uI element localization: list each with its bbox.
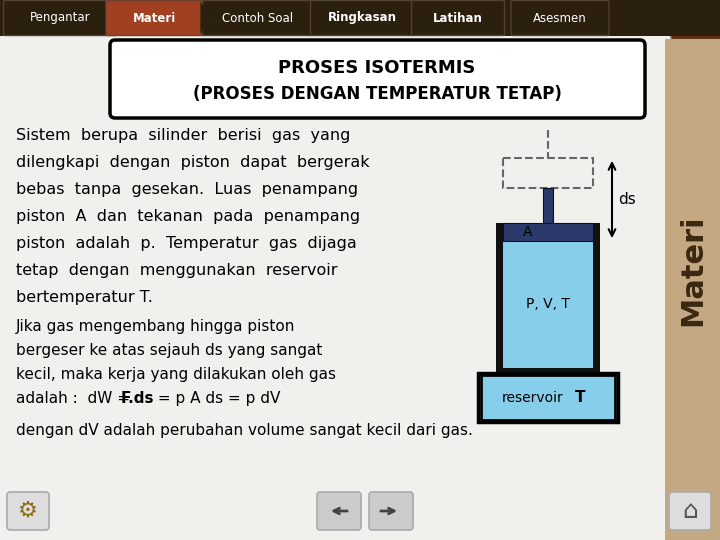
Bar (503, 223, 593, 241)
Text: bertemperatur T.: bertemperatur T. (16, 290, 153, 305)
Text: Asesmen: Asesmen (533, 11, 587, 24)
Bar (481, 375, 615, 420)
Text: Contoh Soal: Contoh Soal (222, 11, 294, 24)
FancyBboxPatch shape (669, 492, 711, 530)
Bar (478, 373, 618, 422)
Bar (496, 368, 600, 375)
FancyBboxPatch shape (310, 1, 413, 36)
Text: piston  A  dan  tekanan  pada  penampang: piston A dan tekanan pada penampang (16, 209, 360, 224)
Polygon shape (200, 2, 210, 34)
Text: tetap  dengan  menggunakan  reservoir: tetap dengan menggunakan reservoir (16, 263, 338, 278)
Text: bebas  tanpa  gesekan.  Luas  penampang: bebas tanpa gesekan. Luas penampang (16, 182, 358, 197)
Text: Sistem  berupa  silinder  berisi  gas  yang: Sistem berupa silinder berisi gas yang (16, 128, 351, 143)
Text: dengan dV adalah perubahan volume sangat kecil dari gas.: dengan dV adalah perubahan volume sangat… (16, 423, 473, 438)
Text: PROSES ISOTERMIS: PROSES ISOTERMIS (279, 59, 476, 77)
Text: dilengkapi  dengan  piston  dapat  bergerak: dilengkapi dengan piston dapat bergerak (16, 155, 369, 170)
Text: A: A (523, 225, 533, 239)
Text: P, V, T: P, V, T (526, 298, 570, 312)
Text: piston  adalah  p.  Temperatur  gas  dijaga: piston adalah p. Temperatur gas dijaga (16, 236, 356, 251)
FancyBboxPatch shape (106, 1, 204, 36)
Text: Latihan: Latihan (433, 11, 483, 24)
FancyBboxPatch shape (7, 492, 49, 530)
Bar (665, 39, 720, 540)
Text: (PROSES DENGAN TEMPERATUR TETAP): (PROSES DENGAN TEMPERATUR TETAP) (192, 85, 562, 103)
Text: ds: ds (618, 192, 636, 207)
Text: ⌂: ⌂ (682, 499, 698, 523)
Text: Materi: Materi (678, 214, 707, 326)
FancyBboxPatch shape (369, 492, 413, 530)
FancyBboxPatch shape (412, 1, 505, 36)
Text: Materi: Materi (133, 11, 176, 24)
FancyBboxPatch shape (4, 1, 117, 36)
Text: bergeser ke atas sejauh ds yang sangat: bergeser ke atas sejauh ds yang sangat (16, 343, 323, 358)
Text: reservoir: reservoir (502, 390, 564, 404)
Text: adalah :  dW =: adalah : dW = (16, 391, 135, 406)
Polygon shape (200, 2, 210, 34)
Text: = p A ds = p dV: = p A ds = p dV (153, 391, 280, 406)
Text: F.ds: F.ds (121, 391, 155, 406)
FancyBboxPatch shape (0, 33, 671, 540)
FancyBboxPatch shape (511, 1, 609, 36)
Polygon shape (113, 2, 123, 34)
Bar (543, 188, 553, 223)
Bar (503, 158, 593, 188)
Text: Jika gas mengembang hingga piston: Jika gas mengembang hingga piston (16, 319, 295, 334)
Text: kecil, maka kerja yang dilakukan oleh gas: kecil, maka kerja yang dilakukan oleh ga… (16, 367, 336, 382)
FancyBboxPatch shape (110, 40, 645, 118)
Bar (593, 223, 600, 368)
FancyBboxPatch shape (202, 1, 313, 36)
Bar (503, 223, 593, 368)
Text: Pengantar: Pengantar (30, 11, 90, 24)
Bar (496, 223, 503, 368)
Text: Ringkasan: Ringkasan (328, 11, 397, 24)
Text: ⚙: ⚙ (18, 501, 38, 521)
FancyBboxPatch shape (317, 492, 361, 530)
Bar (0, 0, 720, 36)
Text: T: T (575, 390, 585, 405)
